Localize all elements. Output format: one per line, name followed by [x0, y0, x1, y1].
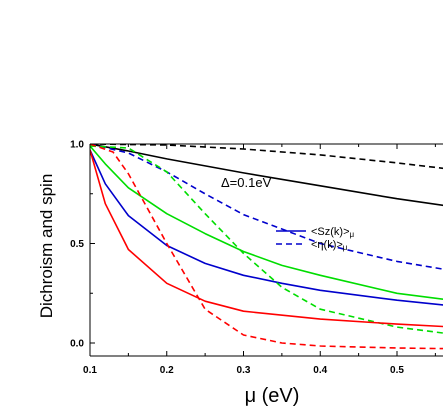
y-axis-title: Dichroism and spin [37, 174, 56, 319]
series-line-0 [90, 144, 443, 207]
legend-label-0: <Sz(k)>μ [311, 226, 355, 239]
axes-layer: 0.10.20.30.40.50.60.70.00.51.0μ (eV)Dich… [37, 140, 443, 407]
series-layer [90, 144, 443, 350]
legend-label-1: <η(k)>μ [311, 239, 348, 252]
legend: <Sz(k)>μ<η(k)>μ [276, 226, 355, 252]
delta-annotation: Δ=0.1eV [221, 175, 272, 190]
series-line-3 [90, 144, 443, 270]
series-line-4 [90, 145, 443, 301]
x-tick-label: 0.4 [313, 365, 327, 376]
y-tick-label: 0.0 [70, 339, 84, 350]
x-tick-label: 0.5 [390, 365, 404, 376]
x-tick-label: 0.3 [237, 365, 251, 376]
series-line-2 [90, 149, 443, 306]
x-tick-label: 0.2 [160, 365, 174, 376]
annotation-layer: Δ=0.1eV [221, 175, 272, 190]
series-line-7 [90, 144, 443, 350]
series-line-6 [90, 149, 443, 328]
y-tick-label: 1.0 [70, 140, 84, 151]
y-tick-label: 0.5 [70, 239, 84, 250]
x-axis-title: μ (eV) [245, 385, 300, 407]
x-tick-label: 0.1 [83, 365, 97, 376]
